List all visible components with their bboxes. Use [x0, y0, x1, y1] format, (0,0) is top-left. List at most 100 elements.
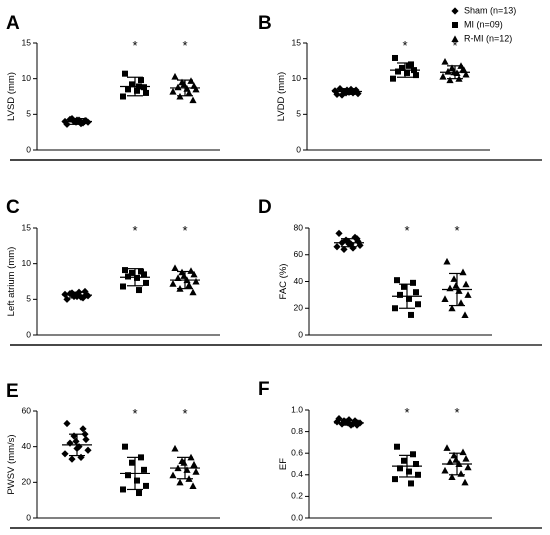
data-point — [171, 264, 179, 272]
y-tick-label: 0.8 — [291, 426, 303, 436]
data-point — [443, 444, 451, 451]
data-point — [457, 470, 465, 477]
data-point — [413, 72, 419, 79]
group-mi: * — [392, 405, 422, 487]
data-point — [169, 471, 177, 479]
data-point — [415, 471, 421, 478]
data-point — [120, 486, 126, 493]
data-point — [397, 465, 403, 472]
data-point — [462, 280, 470, 288]
data-point — [406, 62, 412, 69]
data-point — [138, 77, 144, 84]
data-point — [82, 435, 90, 444]
data-point — [406, 468, 412, 475]
data-point — [192, 277, 200, 285]
legend-marker-square — [452, 22, 458, 28]
panel-letter: A — [6, 13, 20, 34]
data-point — [77, 293, 85, 301]
data-point — [441, 466, 449, 474]
data-point — [190, 270, 198, 278]
y-tick-label: 15 — [22, 37, 32, 47]
data-point — [125, 86, 131, 93]
data-point — [390, 75, 396, 82]
data-point — [401, 283, 407, 290]
group-mi: * — [120, 38, 150, 100]
data-point — [189, 288, 197, 296]
data-point — [462, 70, 470, 78]
data-point — [392, 476, 398, 483]
significance-star: * — [132, 38, 137, 53]
data-point — [141, 84, 147, 91]
data-point — [171, 72, 179, 80]
panel-letter: C — [6, 197, 20, 218]
y-tick-label: 40 — [22, 441, 32, 451]
data-point — [356, 241, 364, 249]
data-point — [459, 268, 467, 276]
data-point — [408, 311, 414, 318]
panels: A LVSD (mm) 0 5 10 15 * * B LVDD (mm) 0 5 10 15 * * C Lef… — [6, 13, 542, 529]
data-point — [446, 76, 454, 84]
data-point — [129, 81, 135, 88]
data-point — [340, 245, 348, 253]
y-axis-label: EF — [278, 458, 289, 470]
y-tick-label: 0 — [298, 329, 303, 339]
data-point — [180, 459, 188, 466]
y-tick-label: 0.6 — [291, 447, 303, 457]
data-point — [452, 281, 460, 289]
legend-item: Sham (n=13) — [451, 5, 516, 15]
y-tick-label: 10 — [22, 73, 32, 83]
data-point — [461, 478, 469, 486]
y-tick-label: 5 — [26, 294, 31, 304]
data-point — [459, 65, 467, 73]
group-sham — [61, 287, 92, 303]
y-tick-label: 20 — [22, 477, 32, 487]
data-point — [192, 85, 200, 93]
data-point — [84, 446, 92, 454]
data-point — [125, 273, 131, 280]
group-sham — [331, 85, 362, 99]
significance-star: * — [402, 38, 407, 53]
data-point — [185, 281, 193, 289]
significance-star: * — [404, 405, 409, 420]
data-point — [136, 287, 142, 294]
legend-label: R-MI (n=12) — [464, 33, 512, 43]
significance-star: * — [182, 38, 187, 53]
group-mi: * — [390, 38, 420, 82]
data-point — [72, 437, 80, 445]
data-point — [141, 271, 147, 278]
data-point — [401, 457, 407, 464]
data-point — [333, 418, 341, 426]
y-tick-label: 15 — [22, 222, 32, 232]
data-point — [136, 490, 142, 497]
data-point — [394, 277, 400, 284]
data-point — [464, 463, 472, 471]
data-point — [174, 83, 182, 91]
y-tick-label: 5 — [26, 109, 31, 119]
data-point — [448, 473, 456, 481]
data-point — [333, 243, 341, 251]
data-point — [450, 275, 458, 282]
group-mi: * — [120, 406, 150, 497]
data-point — [143, 279, 149, 286]
panel-c: C Left atrium (mm) 0 5 10 15 * * — [6, 197, 270, 346]
data-point — [187, 267, 195, 274]
legend-marker-triangle — [451, 35, 459, 43]
y-tick-label: 20 — [294, 303, 304, 313]
legend-label: Sham (n=13) — [464, 5, 516, 15]
y-tick-label: 1.0 — [291, 404, 303, 414]
group-sham — [333, 415, 364, 429]
group-r-mi: * — [169, 223, 200, 296]
data-point — [81, 287, 89, 296]
data-point — [345, 416, 353, 424]
y-axis-label: LVSD (mm) — [6, 72, 17, 121]
data-point — [464, 291, 472, 298]
panel-letter: B — [258, 13, 272, 34]
data-point — [63, 295, 71, 303]
group-sham — [333, 229, 364, 253]
data-point — [134, 477, 140, 484]
data-point — [399, 64, 405, 71]
y-tick-label: 60 — [294, 249, 304, 259]
data-point — [143, 482, 149, 489]
panel-f: F EF 0.0 0.2 0.4 0.6 0.8 1.0 * * — [10, 379, 542, 529]
